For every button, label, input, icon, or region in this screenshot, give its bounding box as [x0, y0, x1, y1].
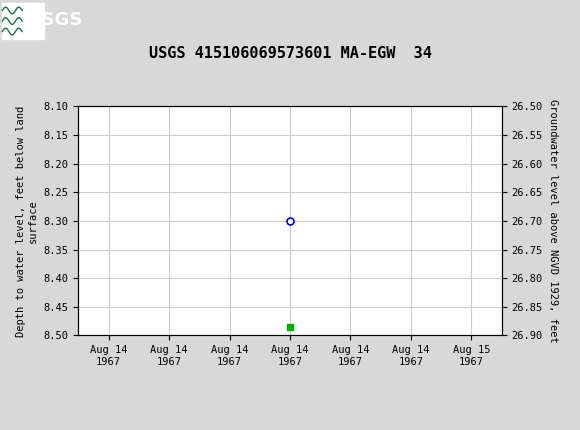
FancyBboxPatch shape	[2, 3, 44, 39]
Text: USGS 415106069573601 MA-EGW  34: USGS 415106069573601 MA-EGW 34	[148, 46, 432, 61]
Text: USGS: USGS	[28, 11, 83, 29]
Y-axis label: Groundwater level above NGVD 1929, feet: Groundwater level above NGVD 1929, feet	[548, 99, 558, 343]
Y-axis label: Depth to water level, feet below land
surface: Depth to water level, feet below land su…	[16, 105, 38, 337]
